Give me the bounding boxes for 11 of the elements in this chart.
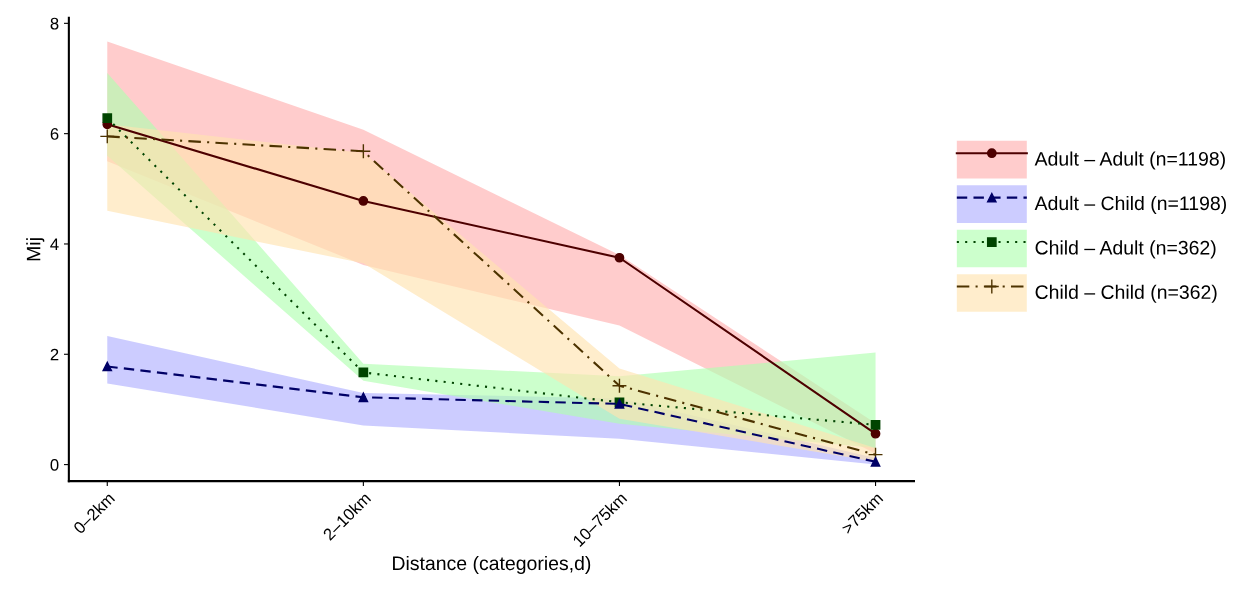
y-tick-label: 4 — [50, 238, 59, 250]
y-tick-label: 6 — [50, 128, 59, 140]
y-tick-label: 0 — [50, 458, 59, 471]
legend-label: Child – Adult (n=362) — [1035, 240, 1216, 259]
legend-label: Adult – Child (n=1198) — [1034, 195, 1226, 215]
legend-label: Child – Child (n=362) — [1035, 284, 1217, 303]
y-tick-label: 2 — [50, 348, 59, 361]
x-axis-title: Distance (categories,d) — [393, 555, 591, 575]
legend-label: Adult – Adult (n=1198) — [1034, 151, 1225, 170]
y-tick-label: 8 — [50, 17, 59, 30]
y-axis-title: Mij — [26, 238, 45, 261]
